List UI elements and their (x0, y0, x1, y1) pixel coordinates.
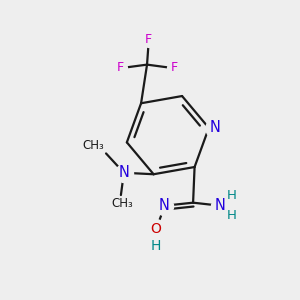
Text: F: F (145, 34, 152, 46)
Text: CH₃: CH₃ (112, 197, 133, 210)
Text: H: H (226, 209, 236, 222)
Text: O: O (151, 222, 161, 236)
Text: N: N (158, 198, 169, 213)
Text: H: H (226, 189, 236, 202)
Text: N: N (214, 198, 225, 213)
Text: CH₃: CH₃ (83, 139, 105, 152)
Text: F: F (170, 61, 178, 74)
Text: N: N (210, 120, 221, 135)
Text: N: N (118, 165, 129, 180)
Text: H: H (150, 239, 161, 253)
Text: F: F (116, 61, 124, 74)
